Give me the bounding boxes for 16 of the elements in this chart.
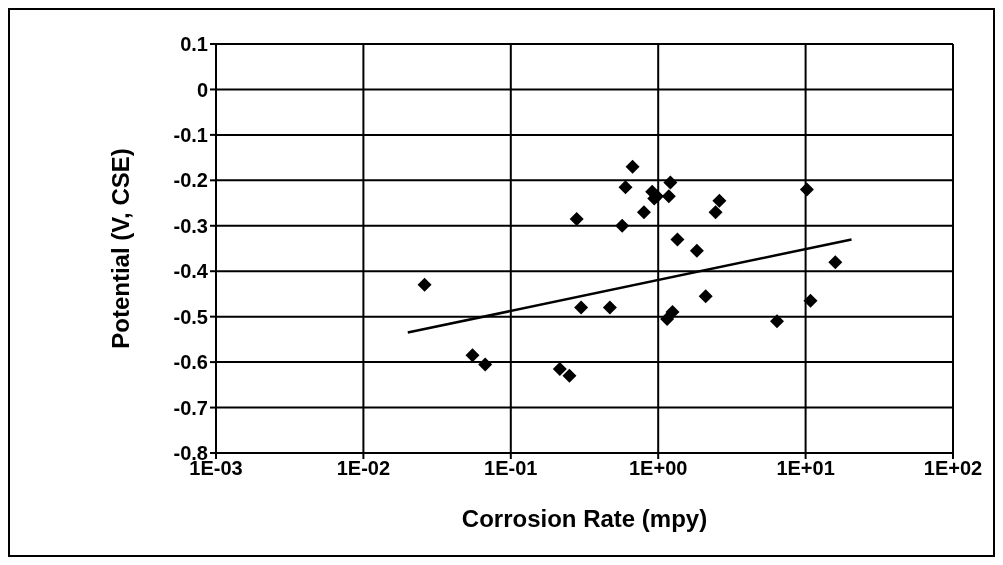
y-tick-label: -0.4	[173, 260, 209, 283]
x-tick-label: 1E+00	[629, 457, 688, 480]
x-tick-label: 1E+01	[776, 457, 835, 480]
y-tick-label: 0	[196, 78, 208, 101]
y-tick-label: -0.1	[173, 123, 208, 146]
x-tick-label: 1E-01	[484, 457, 538, 480]
y-tick-label: -0.7	[173, 396, 208, 419]
x-tick-label: 1E-02	[336, 457, 391, 480]
y-tick-label: 0.1	[180, 33, 208, 56]
x-tick-label: 1E+02	[923, 457, 983, 480]
x-axis-title: Corrosion Rate (mpy)	[461, 505, 708, 532]
y-axis-title: Potential (V, CSE)	[106, 148, 134, 349]
y-tick-label: -0.2	[173, 169, 208, 192]
y-tick-label: -0.3	[173, 214, 208, 237]
y-tick-label: -0.6	[173, 351, 208, 374]
y-tick-label: -0.5	[173, 305, 208, 328]
